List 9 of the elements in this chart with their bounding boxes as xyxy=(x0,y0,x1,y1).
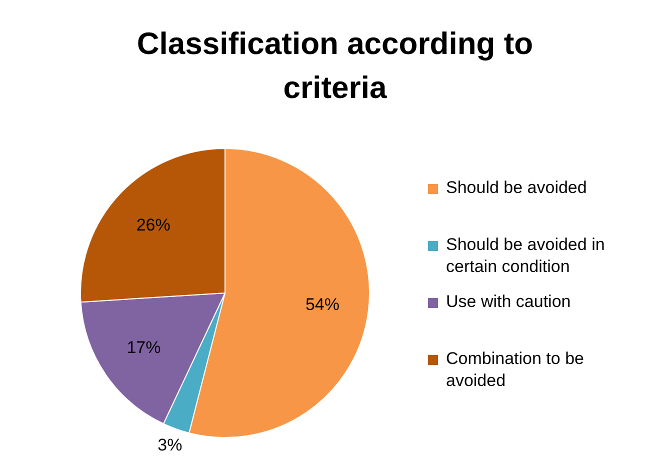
data-label: 17% xyxy=(126,338,161,357)
legend-label: Should be avoided xyxy=(446,177,588,199)
data-label: 26% xyxy=(136,215,170,234)
legend-label: Should be avoided in certain condition xyxy=(446,234,606,278)
chart-title: Classification according to criteria xyxy=(136,25,534,107)
legend-label: Use with caution xyxy=(446,291,572,313)
legend-label: Combination to be avoided xyxy=(446,348,585,392)
data-label: 54% xyxy=(305,295,340,314)
data-label: 3% xyxy=(158,436,182,455)
